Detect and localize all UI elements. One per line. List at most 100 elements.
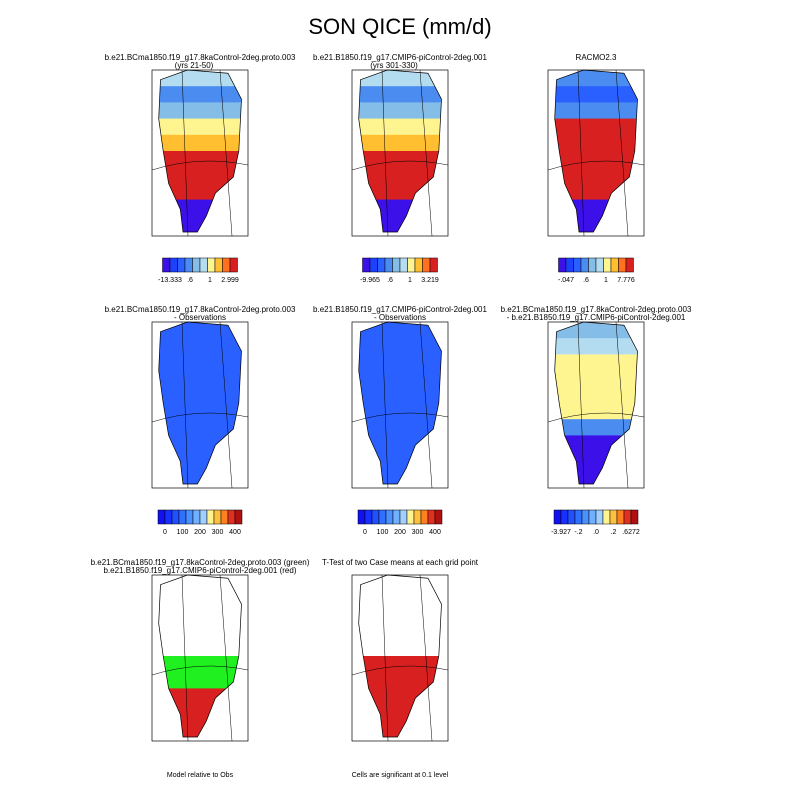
colorbar-label: .2: [611, 529, 617, 536]
panel-title: b.e21.BCma1850.f19_g17.8kaControl-2deg.p…: [105, 53, 296, 62]
colorbar-swatch: [618, 257, 627, 273]
map-cell: [358, 704, 442, 722]
meridian: [381, 321, 389, 489]
colorbar-swatch: [574, 509, 583, 525]
colorbar-label: 1: [408, 277, 412, 284]
colorbar-swatch: [385, 509, 394, 525]
colorbar-label: -13.333: [158, 277, 182, 284]
map-fill: [358, 322, 442, 484]
map-cell: [554, 419, 638, 436]
colorbar-swatch: [616, 509, 625, 525]
map-cell: [554, 134, 638, 152]
colorbar-swatch: [429, 257, 438, 273]
map-cell: [554, 435, 638, 453]
meridian: [219, 69, 233, 237]
coastline: [358, 69, 442, 233]
colorbar-label: -.047: [558, 277, 574, 284]
panel-title: b.e21.B1850.f19_g17.CMIP6-piControl-2deg…: [313, 305, 487, 314]
coastline: [554, 321, 638, 485]
map-cell: [554, 199, 638, 217]
colorbar-swatch: [399, 257, 408, 273]
colorbar-swatch: [229, 257, 238, 273]
colorbar-swatch: [420, 509, 429, 525]
map-cell: [358, 134, 442, 152]
map-cell: [358, 151, 442, 168]
map-frame: [547, 321, 645, 489]
colorbar-swatch: [384, 257, 393, 273]
map-cell: [358, 639, 442, 657]
meridian: [181, 69, 189, 237]
map-cell: [158, 451, 242, 469]
colorbar-swatch: [169, 257, 178, 273]
colorbar-swatch: [357, 509, 366, 525]
map-cell: [358, 199, 442, 217]
colorbar-swatch: [392, 257, 401, 273]
colorbar-swatch: [406, 509, 415, 525]
colorbar-swatch: [595, 509, 604, 525]
colorbar-swatch: [220, 509, 229, 525]
map-cell: [358, 435, 442, 453]
colorbar-swatch: [623, 509, 632, 525]
colorbar-swatch: [399, 509, 408, 525]
map-cell: [554, 151, 638, 168]
colorbar-label: 100: [177, 529, 189, 536]
map-cell: [358, 338, 442, 355]
panel-title: b.e21.BCma1850.f19_g17.8kaControl-2deg.p…: [91, 558, 310, 567]
parallel: [151, 412, 249, 423]
colorbar-swatch: [377, 257, 386, 273]
map-cell: [358, 118, 442, 136]
map-cell: [554, 183, 638, 201]
colorbar-label: 400: [229, 529, 241, 536]
colorbar-swatch: [234, 509, 243, 525]
map-cell: [554, 102, 638, 120]
map-cell: [158, 704, 242, 722]
colorbar-label: 0: [363, 529, 367, 536]
meridian: [419, 321, 433, 489]
map-cell: [554, 118, 638, 136]
map-cell: [158, 419, 242, 436]
map-cell: [554, 354, 638, 372]
colorbar-label: 3.219: [421, 277, 439, 284]
colorbar-swatch: [413, 509, 422, 525]
map-cell: [158, 672, 242, 689]
coastline: [554, 69, 638, 233]
map-cell: [554, 403, 638, 420]
map-cell: [158, 215, 242, 232]
map-cell: [358, 370, 442, 388]
panel-subtitle: b.e21.B1850.f19_g17.CMIP6-piControl-2deg…: [103, 566, 296, 575]
map-cell: [554, 215, 638, 232]
map-cell: [358, 419, 442, 436]
map-cell: [554, 86, 638, 103]
figure-title: SON QICE (mm/d): [308, 14, 491, 39]
map-cell: [358, 386, 442, 404]
colorbar-swatch: [214, 257, 223, 273]
map-fill: [358, 70, 442, 232]
map-cell: [158, 639, 242, 657]
map-cell: [358, 591, 442, 608]
meridian: [219, 574, 233, 742]
colorbar-label: 7.776: [617, 277, 635, 284]
meridian: [219, 321, 233, 489]
colorbar-swatch: [199, 509, 208, 525]
map-fill: [554, 322, 638, 484]
meridian: [381, 574, 389, 742]
panel-subtitle: - b.e21.B1850.f19_g17.CMIP6-piControl-2d…: [507, 313, 686, 322]
colorbar-label: .6272: [622, 529, 640, 536]
map-cell: [158, 354, 242, 372]
map-cell: [158, 102, 242, 120]
map-cell: [158, 656, 242, 673]
parallel: [547, 160, 645, 171]
colorbar-swatch: [588, 509, 597, 525]
map-cell: [358, 623, 442, 641]
map-frame: [151, 321, 249, 489]
panel-title: b.e21.BCma1850.f19_g17.8kaControl-2deg.p…: [501, 305, 692, 314]
colorbar-label: 100: [377, 529, 389, 536]
colorbar-swatch: [369, 257, 378, 273]
map-cell: [158, 370, 242, 388]
map-fill: [358, 575, 442, 737]
meridian: [381, 69, 389, 237]
parallel: [151, 665, 249, 676]
map-cell: [158, 435, 242, 453]
map-cell: [358, 672, 442, 689]
